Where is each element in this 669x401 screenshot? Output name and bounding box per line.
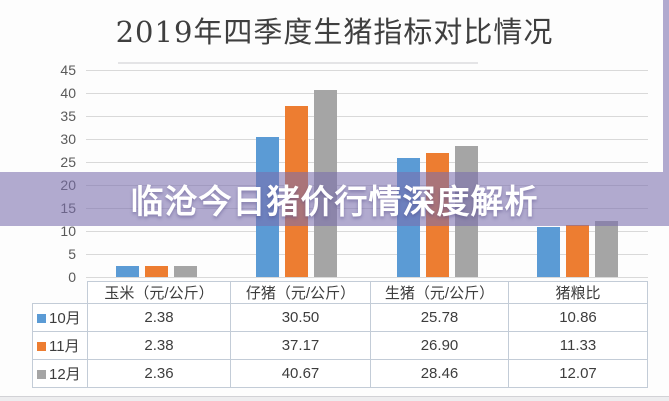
gridline-40 bbox=[86, 93, 648, 94]
table-cell: 25.78 bbox=[370, 303, 509, 332]
table-cell: 40.67 bbox=[230, 359, 371, 388]
y-axis-tick: 40 bbox=[60, 85, 76, 101]
table-cell: 37.17 bbox=[230, 331, 371, 360]
data-table-wrap: 玉米（元/公斤） 仔猪（元/公斤） 生猪（元/公斤） 猪粮比 10月 2.38 30.50 2… bbox=[32, 281, 648, 388]
legend-label: 10月 bbox=[49, 310, 81, 327]
gridline-0 bbox=[86, 277, 648, 278]
table-cell: 11.33 bbox=[508, 331, 648, 360]
bar-12月-1 bbox=[173, 266, 197, 277]
table-cell: 12.07 bbox=[508, 359, 648, 388]
y-axis-tick: 30 bbox=[60, 131, 76, 147]
bar-10月-1 bbox=[115, 266, 139, 277]
bar-11月-1 bbox=[144, 266, 168, 277]
gridline-45 bbox=[86, 70, 648, 71]
legend-swatch-icon bbox=[37, 314, 46, 323]
bar-12月-4 bbox=[595, 221, 619, 277]
y-axis-tick: 45 bbox=[60, 62, 76, 78]
data-table: 玉米（元/公斤） 仔猪（元/公斤） 生猪（元/公斤） 猪粮比 10月 2.38 30.50 2… bbox=[32, 281, 648, 388]
y-axis-tick: 0 bbox=[68, 269, 76, 285]
gridline-30 bbox=[86, 139, 648, 140]
y-axis-tick: 5 bbox=[68, 246, 76, 262]
legend-label: 12月 bbox=[49, 366, 81, 383]
y-axis-tick: 35 bbox=[60, 108, 76, 124]
legend-cell: 10月 bbox=[32, 303, 88, 332]
y-axis-tick: 25 bbox=[60, 154, 76, 170]
table-header-row: 玉米（元/公斤） 仔猪（元/公斤） 生猪（元/公斤） 猪粮比 bbox=[33, 281, 648, 304]
column-header: 仔猪（元/公斤） bbox=[230, 281, 371, 304]
gridline-35 bbox=[86, 116, 648, 117]
table-corner-cell bbox=[33, 282, 88, 304]
column-header: 生猪（元/公斤） bbox=[370, 281, 509, 304]
bar-10月-4 bbox=[537, 227, 561, 277]
gridline-10 bbox=[86, 231, 648, 232]
column-header: 猪粮比 bbox=[508, 281, 648, 304]
bar-11月-4 bbox=[566, 224, 590, 277]
table-cell: 30.50 bbox=[230, 303, 371, 332]
table-cell: 2.38 bbox=[87, 303, 231, 332]
table-cell: 28.46 bbox=[370, 359, 509, 388]
bar-group-4 bbox=[508, 70, 649, 277]
title-underline bbox=[118, 62, 478, 64]
legend-swatch-icon bbox=[37, 342, 46, 351]
table-cell: 2.36 bbox=[87, 359, 231, 388]
table-row-11月: 11月 2.38 37.17 26.90 11.33 bbox=[32, 331, 648, 360]
y-axis: 051015202530354045 bbox=[0, 62, 76, 285]
table-cell: 2.38 bbox=[87, 331, 231, 360]
legend-swatch-icon bbox=[37, 370, 46, 379]
table-cell: 10.86 bbox=[508, 303, 648, 332]
gridline-5 bbox=[86, 254, 648, 255]
overlay-banner-text: 临沧今日猪价行情深度解析 bbox=[130, 183, 539, 220]
table-row-12月: 12月 2.36 40.67 28.46 12.07 bbox=[32, 359, 648, 388]
gridline-25 bbox=[86, 162, 648, 163]
legend-cell: 11月 bbox=[32, 331, 88, 360]
bottom-edge bbox=[0, 396, 669, 401]
legend-label: 11月 bbox=[49, 338, 80, 355]
table-cell: 26.90 bbox=[370, 331, 509, 360]
right-edge-strip bbox=[663, 0, 669, 172]
column-header: 玉米（元/公斤） bbox=[87, 281, 231, 304]
legend-cell: 12月 bbox=[32, 359, 88, 388]
overlay-banner: 临沧今日猪价行情深度解析 bbox=[0, 172, 669, 226]
y-axis-tick: 10 bbox=[60, 223, 76, 239]
chart-title: 2019年四季度生猪指标对比情况 bbox=[115, 15, 554, 49]
bar-group-1 bbox=[86, 70, 227, 277]
table-row-10月: 10月 2.38 30.50 25.78 10.86 bbox=[32, 303, 648, 332]
